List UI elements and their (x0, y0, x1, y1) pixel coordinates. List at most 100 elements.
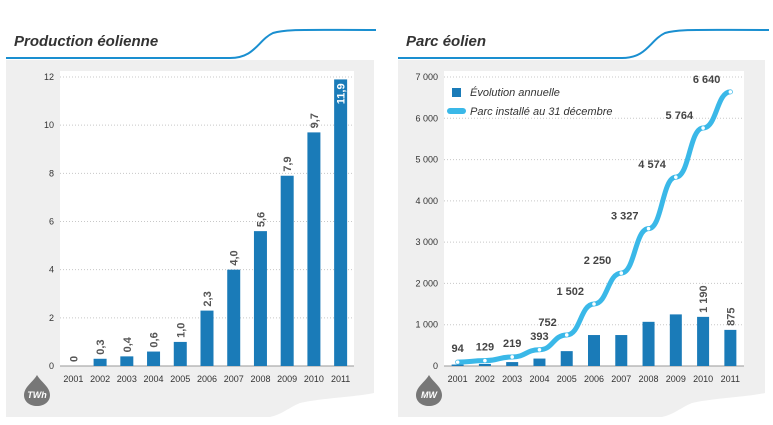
data-label: 219 (503, 338, 521, 350)
y-tick-label: 2 000 (415, 278, 438, 288)
bar (173, 341, 187, 366)
data-point (674, 175, 678, 179)
x-tick-label: 2011 (721, 374, 740, 384)
y-tick-label: 10 (44, 120, 54, 130)
x-tick-label: 2005 (557, 374, 577, 384)
y-tick-label: 1 000 (415, 320, 438, 330)
data-label: 3 327 (611, 211, 639, 223)
bar (200, 310, 214, 366)
bar (93, 358, 107, 366)
data-point (564, 333, 569, 337)
data-label: 1 190 (698, 285, 710, 313)
bar (615, 335, 628, 366)
x-tick-label: 2004 (529, 374, 549, 384)
x-tick-label: 2004 (144, 374, 164, 384)
y-tick-label: 2 (49, 313, 54, 323)
data-label: 0,6 (149, 332, 161, 347)
drop-icon (416, 375, 442, 406)
x-tick-label: 2006 (197, 374, 217, 384)
production-panel: Production éolienne 0 2 4 6 8 10 12 2001 0 2002 0,… (0, 0, 380, 425)
data-label: 5,6 (255, 212, 267, 227)
production-chart: 0 2 4 6 8 10 12 2001 0 2002 0,3 2003 0,4 2004 0,6 2005 1… (24, 71, 354, 406)
x-tick-label: 2006 (584, 374, 604, 384)
data-point (455, 360, 460, 364)
data-label: 94 (452, 343, 465, 355)
data-label: 129 (476, 342, 494, 354)
data-label: 2,3 (202, 291, 214, 306)
header-rule (6, 28, 377, 59)
bar (334, 79, 348, 367)
data-point (619, 271, 624, 275)
data-label: 9,7 (309, 113, 321, 128)
data-label: 875 (725, 308, 737, 326)
parc-chart: 0 1 000 2 000 3 000 4 000 5 000 6 000 7 000 2001… (415, 71, 744, 406)
bar (280, 175, 294, 366)
x-tick-label: 2001 (448, 374, 468, 384)
y-tick-label: 3 000 (415, 237, 438, 247)
bar (478, 363, 491, 366)
bar (533, 358, 546, 366)
x-tick-label: 2001 (63, 374, 83, 384)
y-tick-label: 6 (49, 217, 54, 227)
y-tick-label: 12 (44, 72, 54, 82)
bar (669, 314, 682, 366)
data-label: 7,9 (282, 156, 294, 171)
parc-panel: Parc éolien 0 1 000 2 000 3 000 4 000 5 000 6 … (392, 0, 773, 425)
data-point (483, 358, 487, 363)
panel-title: Parc éolien (406, 33, 487, 50)
y-tick-label: 6 000 (415, 113, 438, 123)
y-tick-label: 4 (49, 265, 54, 275)
data-point (510, 355, 514, 359)
data-label: 0,3 (95, 339, 107, 354)
x-tick-label: 2005 (170, 374, 190, 384)
data-label: 5 764 (666, 110, 694, 122)
bar (588, 335, 600, 366)
legend-bar-swatch (452, 88, 461, 97)
bar (147, 351, 161, 366)
data-label: 0,4 (122, 336, 134, 352)
x-tick-label: 2008 (639, 374, 659, 384)
x-tick-label: 2007 (611, 374, 631, 384)
x-tick-label: 2007 (224, 374, 244, 384)
bar (451, 364, 464, 366)
data-label: 6 640 (693, 74, 721, 86)
panel-title: Production éolienne (14, 33, 159, 50)
data-label: 4,0 (229, 250, 241, 265)
bar (642, 321, 655, 366)
unit-badge: TWh (27, 390, 47, 400)
plot-area (444, 71, 744, 366)
y-tick-label: 4 000 (415, 196, 438, 206)
bar (506, 362, 519, 366)
bar (724, 329, 737, 366)
data-label: 4 574 (638, 159, 666, 171)
x-tick-label: 2009 (277, 374, 297, 384)
data-label: 1,0 (175, 323, 187, 338)
y-tick-label: 5 000 (415, 155, 438, 165)
y-tick-label: 0 (49, 361, 54, 371)
legend-label: Évolution annuelle (470, 86, 560, 99)
data-point (701, 126, 705, 130)
x-tick-label: 2011 (331, 374, 350, 384)
data-point (728, 90, 733, 94)
x-tick-label: 2008 (250, 374, 270, 384)
y-tick-label: 8 (49, 168, 54, 178)
series-line (455, 89, 733, 365)
x-tick-label: 2002 (90, 374, 110, 384)
data-label: 2 250 (584, 255, 612, 267)
x-tick-label: 2003 (117, 374, 137, 384)
bar (253, 231, 267, 366)
bar (227, 269, 241, 366)
x-tick-label: 2010 (304, 374, 324, 384)
bar (560, 351, 573, 366)
x-tick-label: 2003 (502, 374, 522, 384)
data-label: 393 (530, 331, 548, 343)
drop-icon (24, 375, 50, 406)
unit-badge: MW (421, 390, 438, 400)
data-label: 752 (538, 317, 556, 329)
x-tick-label: 2009 (666, 374, 686, 384)
data-label: 1 502 (556, 286, 584, 298)
x-tick-label: 2002 (475, 374, 495, 384)
data-label: 11,9 (336, 83, 348, 104)
bar (307, 132, 321, 366)
header-rule (398, 28, 770, 59)
